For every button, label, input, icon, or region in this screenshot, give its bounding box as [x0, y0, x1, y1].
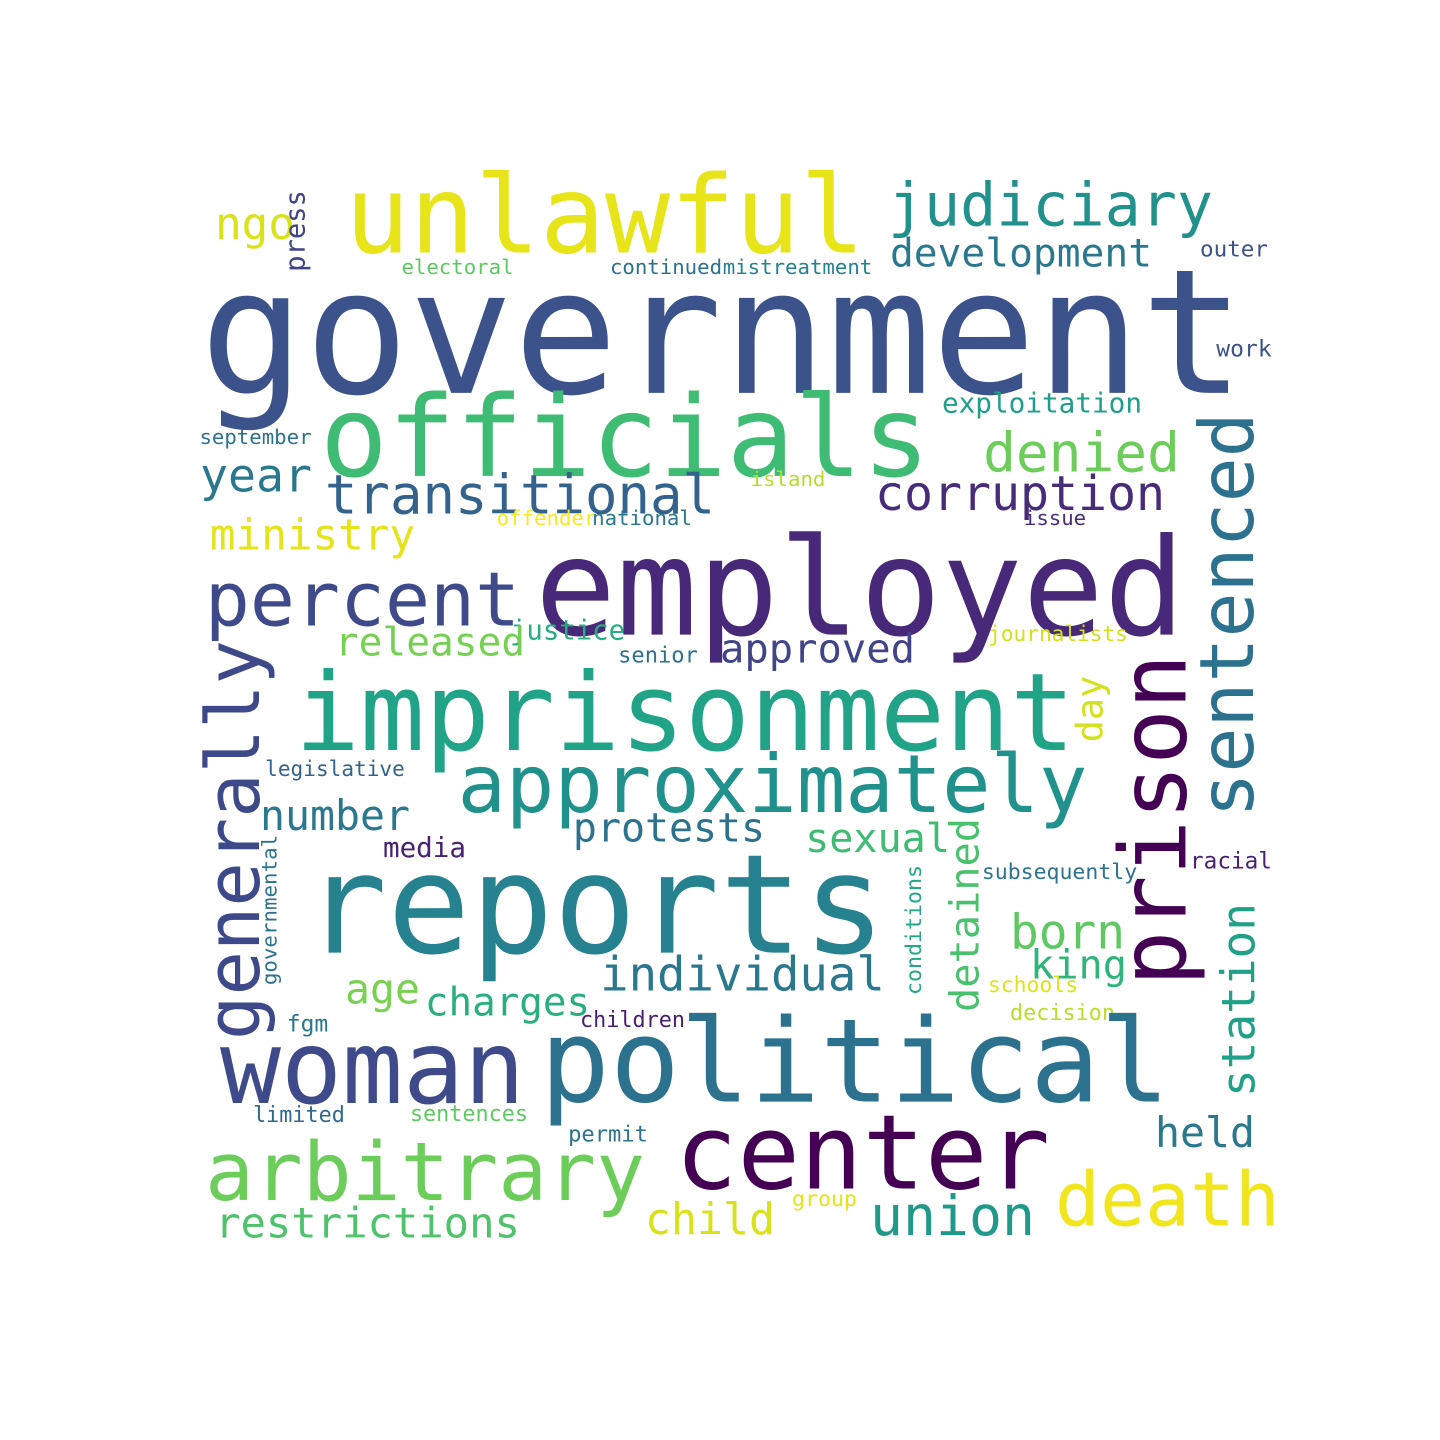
word-subsequently: subsequently: [982, 860, 1137, 885]
word-ministry: ministry: [210, 511, 415, 561]
word-journalists: journalists: [988, 621, 1128, 646]
word-reports: reports: [304, 825, 886, 986]
word-judiciary: judiciary: [888, 171, 1213, 241]
word-development: development: [890, 231, 1152, 277]
word-corruption: corruption: [875, 466, 1165, 522]
word-prison: prison: [1100, 654, 1207, 986]
word-media: media: [383, 831, 466, 864]
word-ngo: ngo: [215, 199, 295, 250]
word-employed: employed: [535, 510, 1185, 667]
word-work: work: [1216, 337, 1272, 363]
word-number: number: [260, 791, 410, 840]
word-percent: percent: [205, 557, 520, 644]
word-mistreatment: mistreatment: [723, 255, 872, 279]
word-union: union: [870, 1184, 1035, 1248]
word-transitional: transitional: [325, 464, 715, 527]
word-limited: limited: [253, 1103, 345, 1128]
word-age: age: [345, 965, 420, 1014]
word-outer: outer: [1200, 237, 1268, 263]
word-senior: senior: [618, 643, 698, 669]
word-charges: charges: [425, 981, 590, 1026]
word-national: national: [592, 506, 692, 530]
word-approximately: approximately: [457, 737, 1087, 831]
word-restrictions: restrictions: [215, 1199, 520, 1248]
word-woman: woman: [220, 1009, 525, 1127]
word-individual: individual: [600, 948, 885, 1003]
word-station: station: [1212, 903, 1266, 1097]
word-released: released: [335, 620, 525, 666]
word-fgm: fgm: [287, 1012, 329, 1038]
word-exploitation: exploitation: [942, 387, 1142, 420]
word-king: king: [1030, 942, 1127, 989]
word-approved: approved: [720, 625, 915, 673]
word-governmental: governmental: [258, 835, 282, 985]
word-sexual: sexual: [805, 816, 950, 862]
word-child: child: [645, 1195, 775, 1245]
word-government: government: [200, 232, 1245, 434]
word-electoral: electoral: [401, 255, 513, 279]
word-unlawful: unlawful: [345, 153, 865, 278]
word-protests: protests: [573, 806, 765, 852]
word-day: day: [1069, 676, 1112, 742]
word-denied: denied: [983, 421, 1180, 485]
word-decision: decision: [1010, 1001, 1115, 1026]
word-imprisonment: imprisonment: [295, 651, 1075, 776]
word-september: september: [199, 425, 311, 449]
word-conditions: conditions: [902, 865, 927, 995]
word-held: held: [1155, 1108, 1255, 1157]
word-press: press: [281, 190, 312, 272]
word-detained: detained: [942, 818, 989, 1012]
word-schools: schools: [988, 973, 1078, 998]
word-officials: officials: [320, 371, 930, 503]
word-sentenced: sentenced: [1184, 412, 1271, 817]
word-arbitrary: arbitrary: [205, 1126, 645, 1220]
word-justice: justice: [510, 616, 625, 647]
word-permit: permit: [568, 1122, 648, 1148]
word-year: year: [200, 449, 312, 503]
word-issue: issue: [1024, 506, 1086, 530]
word-born: born: [1010, 906, 1125, 961]
word-racial: racial: [1190, 849, 1272, 875]
word-children: children: [580, 1008, 685, 1033]
word-island: island: [751, 467, 826, 491]
word-center: center: [675, 1093, 1050, 1213]
word-death: death: [1055, 1157, 1280, 1244]
word-continued: continued: [610, 255, 722, 279]
word-legislative: legislative: [265, 756, 405, 781]
word-group: group: [792, 1187, 857, 1212]
word-political: political: [540, 995, 1170, 1130]
word-sentences: sentences: [410, 1102, 528, 1127]
word-generally: generally: [191, 640, 277, 1040]
word-offender: offender: [497, 506, 597, 530]
